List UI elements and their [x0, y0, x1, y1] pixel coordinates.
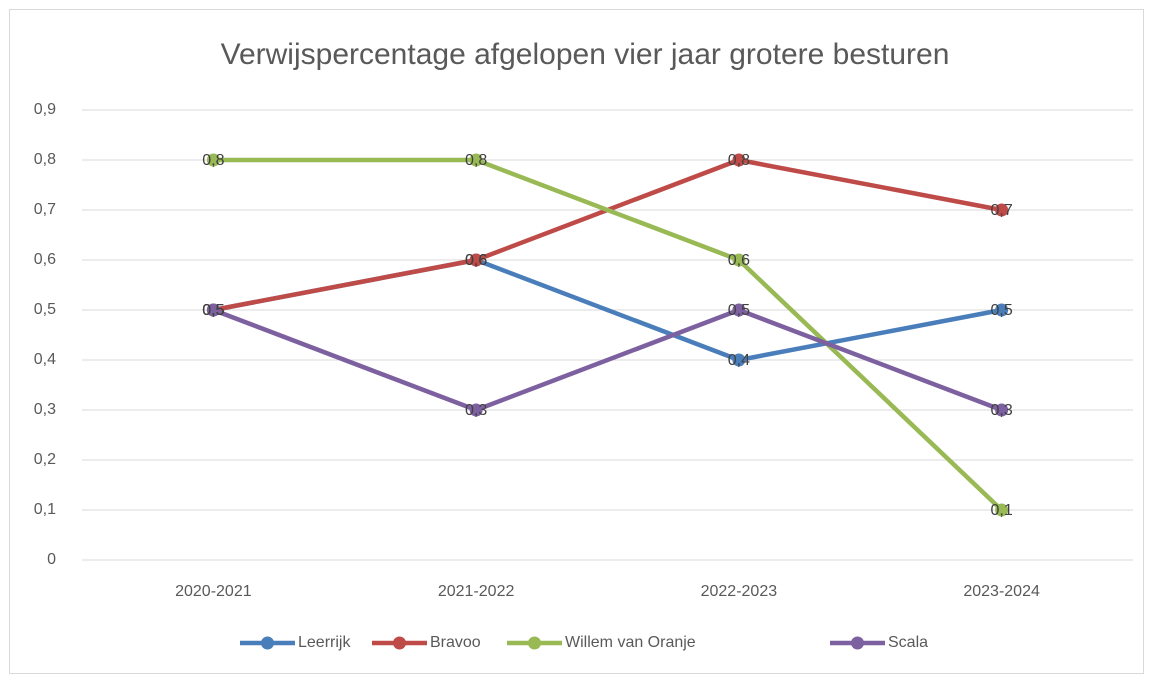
chart-title: Verwijspercentage afgelopen vier jaar gr… [221, 38, 950, 71]
legend-label: Leerrijk [298, 634, 351, 651]
data-point [995, 403, 1009, 417]
y-tick-label: 0,4 [34, 351, 56, 368]
y-tick-label: 0,5 [34, 301, 56, 318]
y-tick-label: 0,3 [34, 401, 56, 418]
data-label: 0,6 [465, 252, 487, 269]
legend-label: Willem van Oranje [565, 634, 696, 651]
data-label: 0,6 [728, 252, 750, 269]
data-point [469, 253, 483, 267]
data-point [732, 153, 746, 167]
data-label: 0,5 [202, 302, 224, 319]
legend-marker [261, 636, 274, 650]
data-label: 0,5 [991, 302, 1013, 319]
series-line [212, 307, 1003, 413]
chart-border [9, 9, 1144, 674]
data-label: 0,4 [728, 352, 750, 369]
x-tick-label: 2021-2022 [438, 583, 515, 600]
data-point [206, 303, 220, 317]
data-label: 0,6 [465, 252, 487, 269]
y-tick-label: 0,6 [34, 251, 56, 268]
data-label: 0,3 [465, 402, 487, 419]
x-tick-label: 2023-2024 [963, 583, 1040, 600]
y-tick-label: 0,7 [34, 201, 56, 218]
y-tick-label: 0,9 [34, 101, 56, 118]
data-point [206, 153, 220, 167]
data-label: 0,7 [991, 202, 1013, 219]
data-label: 0,1 [991, 502, 1013, 519]
data-label: 0,8 [465, 152, 487, 169]
data-label: 0,8 [202, 152, 224, 169]
y-tick-label: 0,1 [34, 501, 56, 518]
series-line [213, 157, 1004, 512]
data-point [732, 353, 746, 367]
data-label: 0,8 [728, 152, 750, 169]
data-point [995, 203, 1009, 217]
data-point [469, 403, 483, 417]
x-tick-label: 2020-2021 [175, 583, 252, 600]
legend-label: Bravoo [430, 634, 481, 651]
legend-marker [393, 636, 406, 650]
x-tick-label: 2022-2023 [701, 583, 778, 600]
legend-marker [528, 636, 541, 650]
data-point [995, 503, 1009, 517]
y-tick-label: 0,8 [34, 151, 56, 168]
data-point [732, 303, 746, 317]
data-label: 0,5 [202, 302, 224, 319]
data-point [995, 303, 1009, 317]
data-label: 0,5 [728, 302, 750, 319]
legend-marker [851, 636, 864, 650]
y-tick-label: 0 [47, 551, 56, 568]
legend-label: Scala [888, 634, 928, 651]
data-point [469, 153, 483, 167]
y-tick-label: 0,2 [34, 451, 56, 468]
data-label: 0,5 [202, 302, 224, 319]
data-point [732, 253, 746, 267]
data-label: 0,3 [991, 402, 1013, 419]
